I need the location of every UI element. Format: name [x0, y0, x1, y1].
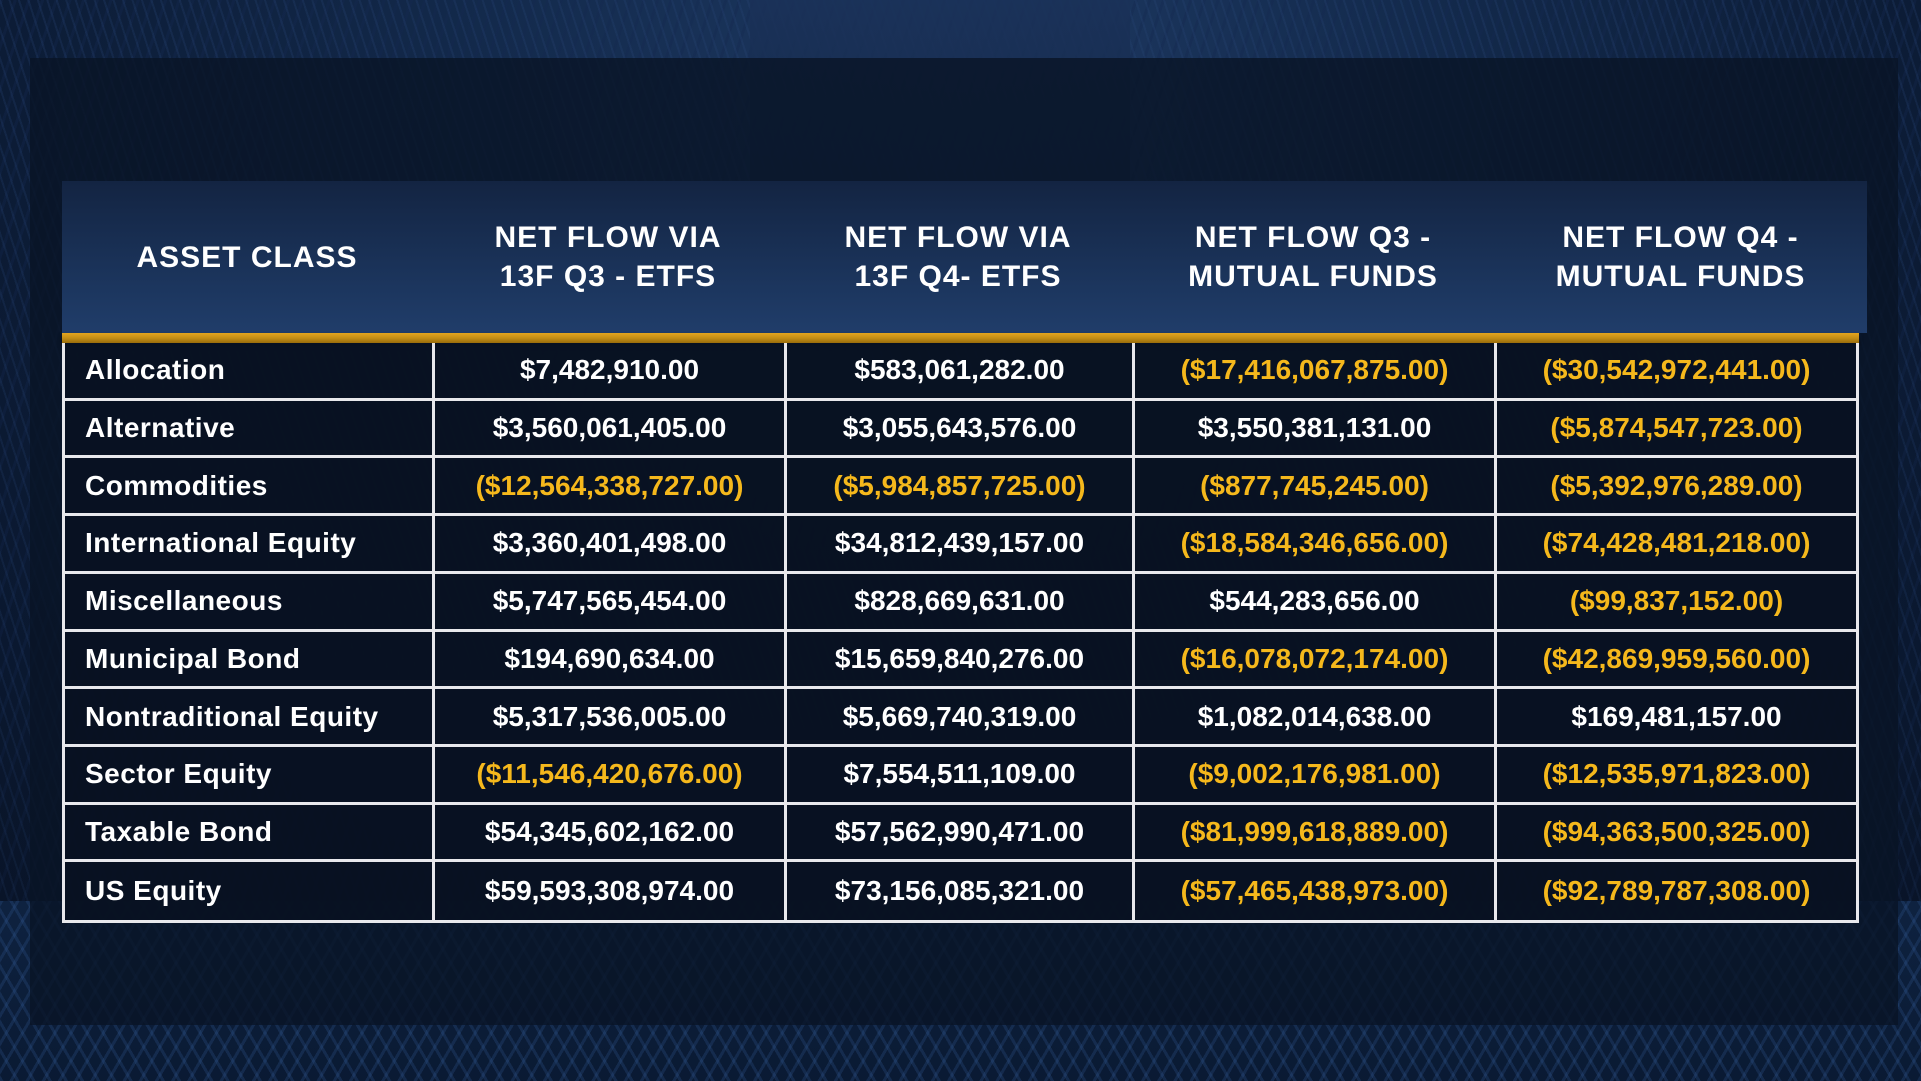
net-flow-13f-q4-etfs-cell: $7,554,511,109.00 [787, 746, 1135, 805]
net-flow-13f-q3-etfs-cell: $194,690,634.00 [435, 631, 787, 690]
asset-class-cell: Miscellaneous [65, 573, 435, 632]
net-flow-q3-mutual-funds-cell: $1,082,014,638.00 [1135, 689, 1497, 747]
net-flow-q4-mutual-funds-cell: ($42,869,959,560.00) [1497, 632, 1856, 690]
asset-class-cell: Commodities [65, 458, 435, 517]
asset-class-cell: International Equity [65, 516, 435, 574]
net-flow-q3-mutual-funds-cell: ($9,002,176,981.00) [1135, 746, 1497, 805]
net-flow-13f-q4-etfs-cell: $57,562,990,471.00 [787, 804, 1135, 863]
asset-class-cell: Municipal Bond [65, 631, 435, 690]
net-flow-13f-q4-etfs-cell: $73,156,085,321.00 [787, 862, 1135, 920]
net-flow-q4-mutual-funds-cell: ($94,363,500,325.00) [1497, 805, 1856, 863]
net-flow-13f-q4-etfs-cell: $3,055,643,576.00 [787, 400, 1135, 459]
net-flow-13f-q4-etfs-cell: $34,812,439,157.00 [787, 516, 1135, 574]
asset-class-cell: US Equity [65, 862, 435, 920]
net-flow-q4-mutual-funds-cell: $169,481,157.00 [1497, 689, 1856, 747]
net-flow-q3-mutual-funds-cell: ($81,999,618,889.00) [1135, 804, 1497, 863]
net-flow-q4-mutual-funds-cell: ($12,535,971,823.00) [1497, 747, 1856, 805]
net-flow-q4-mutual-funds-cell: ($99,837,152.00) [1497, 574, 1856, 632]
net-flow-13f-q4-etfs-cell: ($5,984,857,725.00) [787, 458, 1135, 517]
asset-class-cell: Sector Equity [65, 746, 435, 805]
net-flow-table: Allocation $7,482,910.00 $583,061,282.00 ($… [62, 343, 1859, 923]
net-flow-13f-q3-etfs-cell: ($11,546,420,676.00) [435, 746, 787, 805]
asset-class-cell: Alternative [65, 400, 435, 459]
net-flow-13f-q4-etfs-cell: $5,669,740,319.00 [787, 689, 1135, 747]
net-flow-13f-q3-etfs-cell: $54,345,602,162.00 [435, 804, 787, 863]
net-flow-13f-q3-etfs-cell: $3,560,061,405.00 [435, 400, 787, 459]
net-flow-13f-q3-etfs-cell: $5,747,565,454.00 [435, 573, 787, 632]
header-net-flow-13f-q3-etfs: NET FLOW VIA 13F Q3 - ETFS [494, 221, 722, 293]
asset-class-cell: Nontraditional Equity [65, 689, 435, 747]
net-flow-q4-mutual-funds-cell: ($74,428,481,218.00) [1497, 516, 1856, 574]
net-flow-q3-mutual-funds-cell: ($18,584,346,656.00) [1135, 516, 1497, 574]
net-flow-13f-q4-etfs-cell: $15,659,840,276.00 [787, 631, 1135, 690]
net-flow-13f-q3-etfs-cell: $59,593,308,974.00 [435, 862, 787, 920]
net-flow-q3-mutual-funds-cell: $3,550,381,131.00 [1135, 400, 1497, 459]
net-flow-13f-q4-etfs-cell: $583,061,282.00 [787, 343, 1135, 401]
net-flow-q4-mutual-funds-cell: ($5,874,547,723.00) [1497, 401, 1856, 459]
net-flow-13f-q3-etfs-cell: $3,360,401,498.00 [435, 516, 787, 574]
header-accent-bar [62, 333, 1859, 343]
net-flow-q3-mutual-funds-cell: ($57,465,438,973.00) [1135, 862, 1497, 920]
net-flow-13f-q3-etfs-cell: ($12,564,338,727.00) [435, 458, 787, 517]
net-flow-q4-mutual-funds-cell: ($5,392,976,289.00) [1497, 458, 1856, 517]
net-flow-q3-mutual-funds-cell: ($16,078,072,174.00) [1135, 631, 1497, 690]
net-flow-q3-mutual-funds-cell: $544,283,656.00 [1135, 573, 1497, 632]
net-flow-13f-q4-etfs-cell: $828,669,631.00 [787, 573, 1135, 632]
net-flow-q4-mutual-funds-cell: ($92,789,787,308.00) [1542, 875, 1811, 907]
net-flow-13f-q3-etfs-cell: $5,317,536,005.00 [435, 689, 787, 747]
header-net-flow-13f-q4-etfs: NET FLOW VIA 13F Q4- ETFS [844, 221, 1072, 293]
header-asset-class: ASSET CLASS [136, 240, 358, 274]
table-header: ASSET CLASS NET FLOW VIA 13F Q3 - ETFS N… [62, 181, 1867, 333]
header-net-flow-q3-mutual-funds: NET FLOW Q3 - MUTUAL FUNDS [1188, 221, 1438, 293]
asset-class-cell: Allocation [65, 343, 435, 401]
net-flow-13f-q3-etfs-cell: $7,482,910.00 [435, 343, 787, 401]
net-flow-q3-mutual-funds-cell: ($877,745,245.00) [1135, 458, 1497, 517]
net-flow-q3-mutual-funds-cell: ($17,416,067,875.00) [1135, 343, 1497, 401]
net-flow-q4-mutual-funds-cell: ($30,542,972,441.00) [1497, 343, 1856, 401]
header-net-flow-q4-mutual-funds: NET FLOW Q4 - MUTUAL FUNDS [1555, 221, 1806, 293]
asset-class-cell: Taxable Bond [65, 804, 435, 863]
